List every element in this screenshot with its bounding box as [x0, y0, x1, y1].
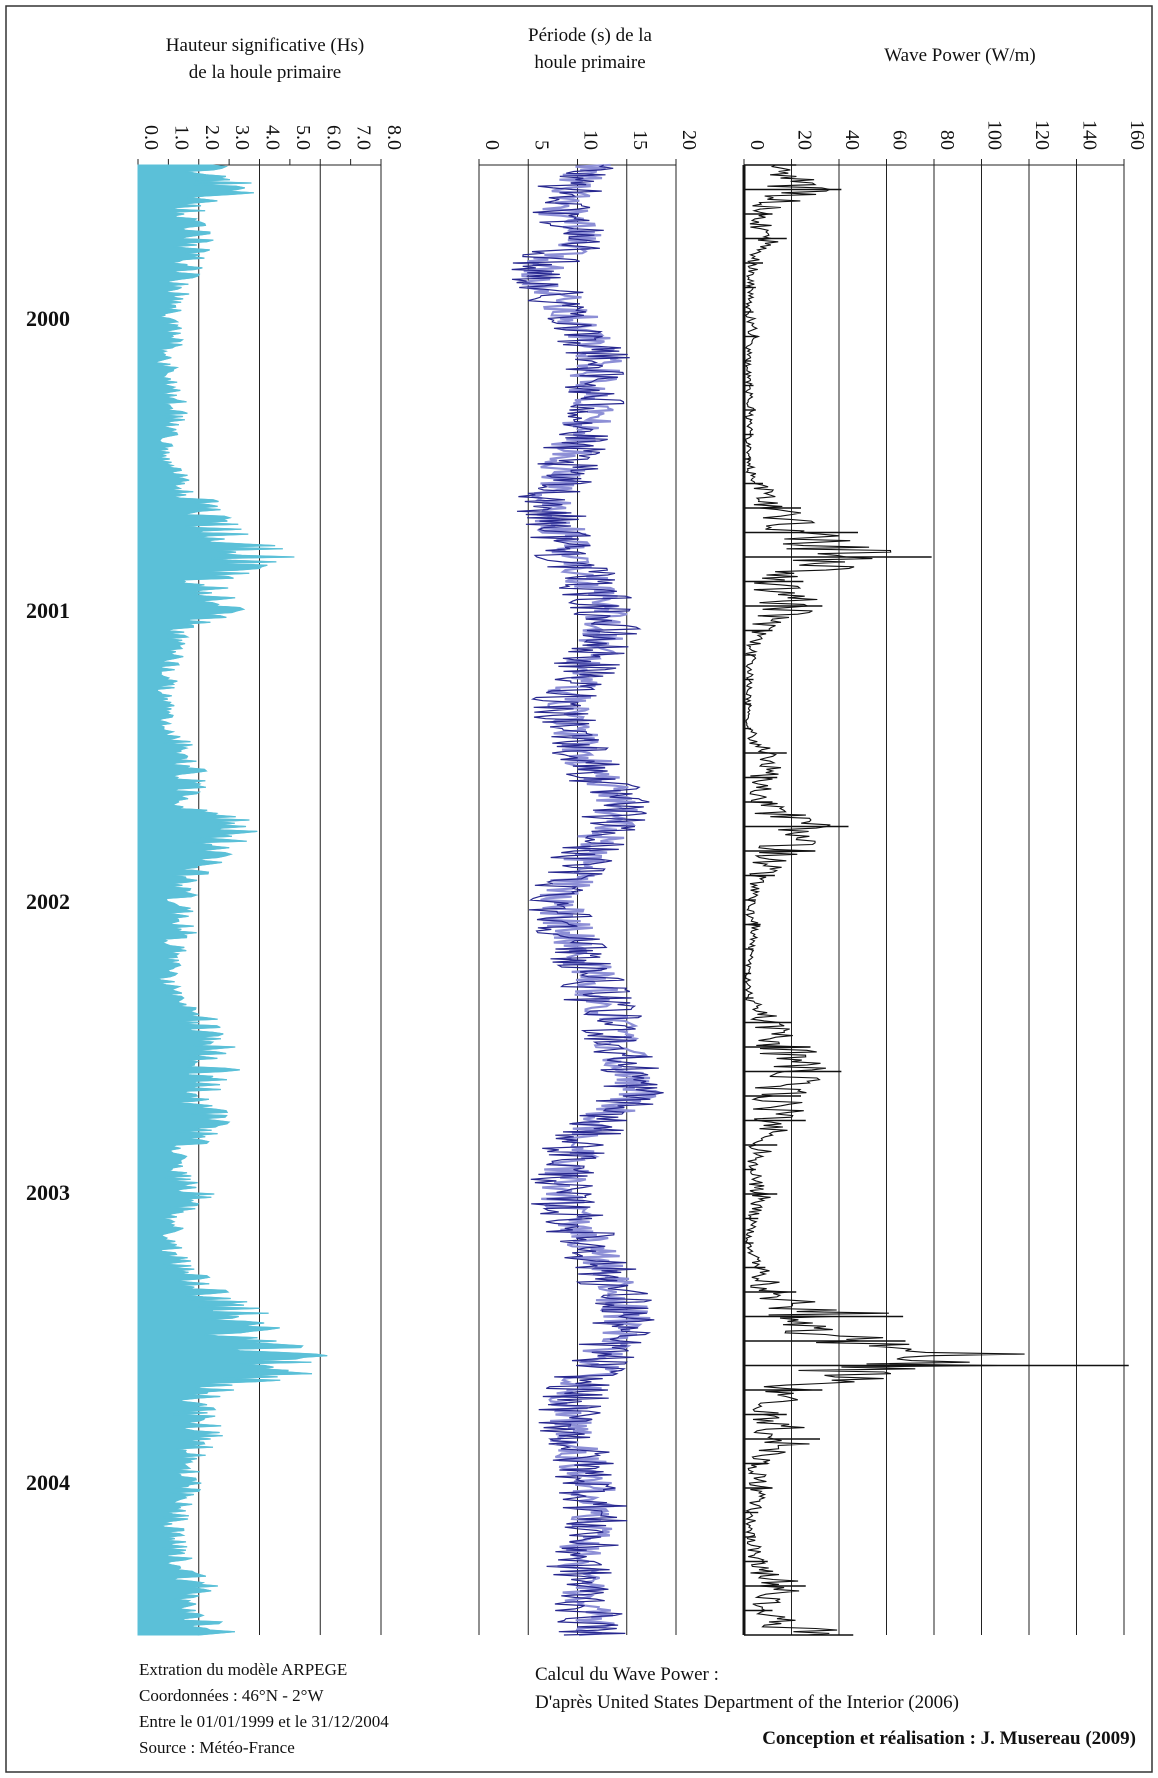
- period-tick-label: 0: [481, 140, 503, 150]
- hs-tick-label: 2.0: [201, 125, 223, 150]
- power-tick-label: 160: [1126, 120, 1148, 150]
- year-label-2002: 2002: [26, 889, 70, 914]
- hs-tick-label: 4.0: [262, 125, 284, 150]
- period-secondary-series: [521, 163, 660, 1637]
- source-note: Extration du modèle ARPEGE Coordonnées :…: [139, 1657, 389, 1761]
- period-panel-title: Période (s) de la houle primaire: [528, 25, 652, 73]
- power-panel-title: Wave Power (W/m): [884, 45, 1036, 66]
- figure-border: [5, 5, 1153, 1773]
- hs-tick-label: 8.0: [383, 125, 405, 150]
- source-note-line: Source : Météo-France: [139, 1738, 295, 1757]
- power-tick-label: 80: [936, 130, 958, 150]
- wave-power-note: Calcul du Wave Power : D'après United St…: [535, 1661, 959, 1717]
- wave-power-note-line: Calcul du Wave Power :: [535, 1664, 719, 1685]
- period-tick-label: 15: [629, 130, 651, 150]
- hs-line-series: [152, 164, 328, 1636]
- power-tick-label: 100: [984, 120, 1006, 150]
- period-line-series: [511, 164, 664, 1636]
- power-tick-label: 60: [889, 130, 911, 150]
- hs-tick-label: 1.0: [170, 125, 192, 150]
- year-label-2003: 2003: [26, 1180, 70, 1205]
- hs-tick-label: 5.0: [292, 125, 314, 150]
- power-tick-label: 120: [1031, 120, 1053, 150]
- source-note-line: Entre le 01/01/1999 et le 31/12/2004: [139, 1712, 389, 1731]
- source-note-line: Extration du modèle ARPEGE: [139, 1660, 348, 1679]
- hs-tick-label: 7.0: [353, 125, 375, 150]
- hs-tick-label: 6.0: [322, 125, 344, 150]
- year-label-2000: 2000: [26, 306, 70, 331]
- power-tick-label: 0: [746, 140, 768, 150]
- power-tick-label: 20: [794, 130, 816, 150]
- credit-line: Conception et réalisation : J. Musereau …: [762, 1728, 1136, 1749]
- hs-tick-label: 0.0: [140, 125, 162, 150]
- hs-panel-title: Hauteur significative (Hs) de la houle p…: [165, 35, 365, 83]
- period-tick-label: 20: [678, 130, 700, 150]
- power-line-series: [744, 164, 1025, 1636]
- wave-power-note-line: D'après United States Department of the …: [535, 1692, 959, 1713]
- hs-tick-label: 3.0: [231, 125, 253, 150]
- period-tick-label: 5: [530, 140, 552, 150]
- power-tick-label: 40: [841, 130, 863, 150]
- source-note-line: Coordonnées : 46°N - 2°W: [139, 1686, 324, 1705]
- power-tick-label: 140: [1079, 120, 1101, 150]
- year-label-2001: 2001: [26, 598, 70, 623]
- period-tick-label: 10: [580, 130, 602, 150]
- year-label-2004: 2004: [26, 1470, 70, 1495]
